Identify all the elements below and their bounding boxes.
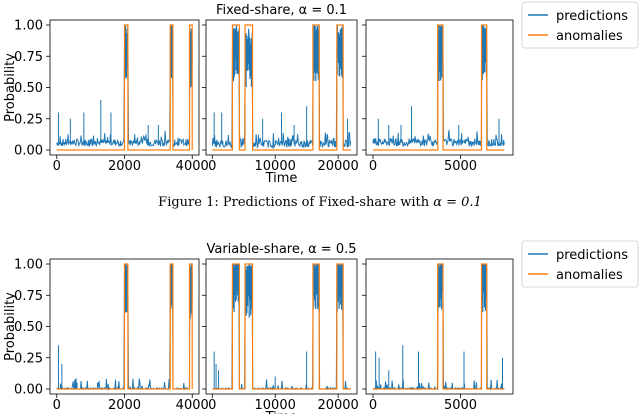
subplot-1-data (56, 24, 193, 151)
legend-box (521, 1, 639, 49)
legend-label-predictions: predictions (556, 248, 628, 263)
figure-caption: Figure 1: Predictions of Fixed-share wit… (0, 195, 640, 210)
x-tick-label: 0 (369, 159, 377, 174)
x-tick-label: 5000 (444, 159, 477, 174)
legend-label-anomalies: anomalies (556, 268, 623, 283)
subplot-3-data (372, 24, 505, 151)
subplot-2-data (211, 263, 351, 391)
legend-label-predictions: predictions (556, 9, 628, 24)
y-tick-label: 1.00 (14, 258, 43, 273)
y-tick-label: 0.75 (14, 50, 43, 65)
y-tick-label: 0.00 (14, 383, 43, 398)
y-tick-label: 1.00 (14, 19, 43, 34)
x-tick-label: 0 (208, 398, 216, 413)
x-tick-label: 0 (53, 159, 61, 174)
x-tick-label: 20000 (317, 159, 358, 174)
subplot-frame (205, 258, 358, 395)
x-tick-label: 4000 (176, 159, 209, 174)
x-tick-label: 4000 (176, 398, 209, 413)
x-tick-label: 2000 (108, 398, 141, 413)
x-tick-label: 0 (53, 398, 61, 413)
y-tick-label: 0.25 (14, 351, 43, 366)
legend-box (521, 240, 639, 288)
x-tick-label: 5000 (444, 398, 477, 413)
x-tick-label: 20000 (317, 398, 358, 413)
x-tick-label: 2000 (108, 159, 141, 174)
subplot-1-data (56, 263, 193, 391)
anomalies-line (56, 263, 193, 390)
chart-title: Variable-share, α = 0.5 (206, 242, 356, 257)
y-axis-label: Probability (3, 53, 18, 122)
legend-label-anomalies: anomalies (556, 29, 623, 44)
y-tick-label: 0.50 (14, 81, 43, 96)
anomalies-line (373, 24, 505, 151)
subplot-3-data (372, 263, 505, 391)
chart-title: Fixed-share, α = 0.1 (216, 3, 347, 18)
caption-math: α = 0.1 (433, 195, 482, 210)
caption-text: Figure 1: Predictions of Fixed-share wit… (158, 195, 434, 210)
y-tick-label: 0.00 (14, 144, 43, 159)
x-axis-label: Time (265, 171, 298, 186)
anomalies-line (212, 24, 351, 151)
anomalies-line (56, 24, 193, 151)
x-tick-label: 0 (208, 159, 216, 174)
x-tick-label: 10000 (255, 159, 296, 174)
x-tick-label: 10000 (255, 398, 296, 413)
y-tick-label: 0.50 (14, 320, 43, 335)
x-tick-label: 0 (369, 398, 377, 413)
anomalies-line (212, 263, 351, 390)
y-tick-label: 0.25 (14, 112, 43, 127)
y-tick-label: 0.75 (14, 289, 43, 304)
y-axis-label: Probability (3, 292, 18, 361)
anomalies-line (373, 263, 505, 390)
subplot-2-data (211, 24, 352, 151)
x-axis-label: Time (265, 410, 298, 414)
